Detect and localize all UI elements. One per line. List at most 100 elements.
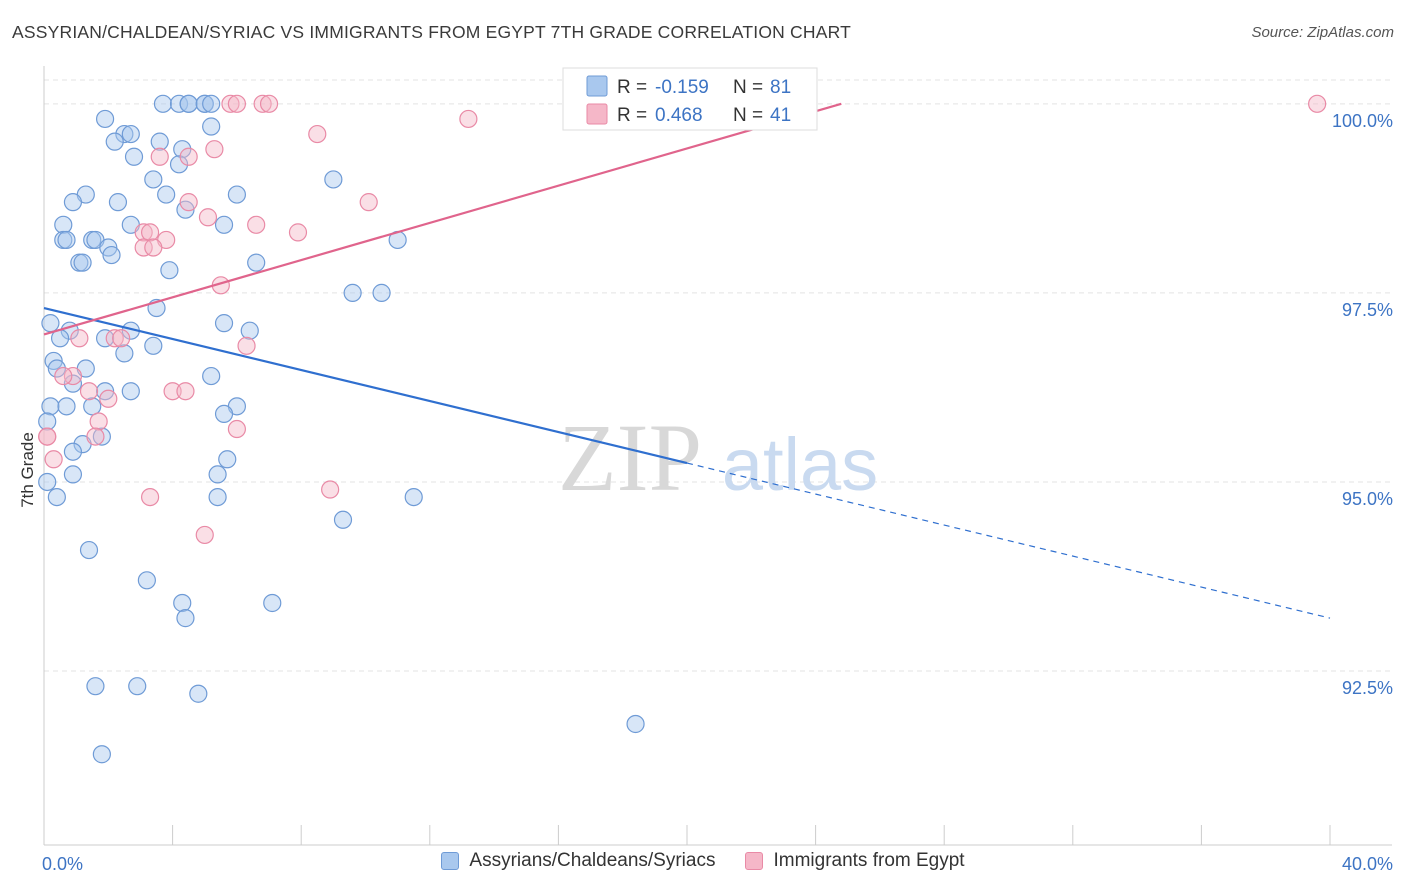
point-assyrians [41,314,60,333]
stats-r-label-pink: R = [617,105,647,126]
point-egypt [99,389,118,408]
point-assyrians [63,193,83,212]
point-egypt [321,480,340,499]
point-assyrians [343,283,362,302]
point-assyrians [63,465,83,484]
point-assyrians [626,714,645,734]
point-egypt [459,109,478,129]
point-egypt [198,208,218,227]
y-tick-label: 95.0% [1342,489,1393,509]
point-egypt [86,427,105,446]
point-assyrians [115,344,134,363]
point-egypt [63,366,83,386]
legend-item-egypt: Immigrants from Egypt [745,850,965,872]
point-egypt [237,336,256,355]
point-assyrians [169,94,189,113]
point-egypt [227,419,246,439]
point-egypt [150,147,169,166]
point-assyrians [263,593,282,613]
point-assyrians [115,124,134,144]
point-assyrians [144,170,163,189]
legend-swatch-pink [745,852,764,870]
point-assyrians [102,245,121,265]
legend-item-assyrians: Assyrians/Chaldeans/Syriacs [441,850,715,872]
trend-line-assyrians-extension [686,462,1331,619]
point-assyrians [63,374,83,393]
trend-layer [43,102,1331,619]
series-legend: Assyrians/Chaldeans/Syriacs Immigrants f… [0,850,1406,872]
watermark-zip: ZIP [558,404,702,511]
watermark: ZIP atlas [558,404,878,511]
point-assyrians [208,465,227,484]
point-assyrians [144,336,163,355]
point-assyrians [247,253,266,272]
point-assyrians [86,677,105,696]
point-assyrians [214,404,234,424]
y-tick-label: 97.5% [1342,300,1393,320]
point-egypt [112,329,131,348]
point-egypt [70,329,89,348]
point-assyrians [128,677,147,696]
point-assyrians [137,571,156,590]
point-egypt [179,193,198,212]
watermark-atlas: atlas [722,423,878,506]
point-egypt [308,124,327,144]
point-egypt [179,147,198,166]
point-assyrians [160,261,179,280]
point-egypt [54,366,73,386]
stats-n-label-pink: N = [733,105,763,126]
point-assyrians [333,510,353,529]
point-assyrians [83,397,102,416]
point-egypt [134,223,153,242]
point-assyrians [218,450,237,469]
point-egypt [195,525,214,545]
x-tick-label: 0.0% [42,854,83,874]
y-axis-label: 7th Grade [18,432,37,508]
point-assyrians [95,109,115,129]
point-egypt [163,382,182,401]
points-layer [38,94,1327,764]
point-assyrians [63,442,83,461]
point-assyrians [202,366,221,386]
axes-layer: 100.0% 97.5% 95.0% 92.5% 0.0% 40.0% [42,66,1393,874]
point-egypt [44,450,63,469]
point-assyrians [195,94,214,113]
point-egypt [140,487,160,507]
legend-label-egypt: Immigrants from Egypt [773,850,965,871]
point-egypt [247,215,266,234]
point-assyrians [121,382,140,401]
point-egypt [288,223,308,242]
point-assyrians [47,487,66,507]
point-assyrians [324,170,343,189]
point-assyrians [153,94,173,113]
point-assyrians [157,185,176,204]
point-assyrians [173,140,192,159]
point-egypt [359,193,378,212]
point-assyrians [214,314,234,333]
point-assyrians [121,124,140,144]
point-assyrians [214,215,234,234]
point-egypt [134,238,153,257]
point-assyrians [57,397,76,416]
point-egypt [38,427,57,446]
point-assyrians [202,117,221,136]
point-egypt [105,329,124,348]
x-tick-label: 40.0% [1342,854,1393,874]
point-assyrians [227,185,246,204]
point-assyrians [240,321,259,340]
legend-swatch-blue [441,852,460,870]
point-assyrians [372,283,391,302]
point-assyrians [38,412,57,431]
y-tick-label: 92.5% [1342,678,1393,698]
point-assyrians [41,397,60,416]
point-egypt [253,94,272,113]
point-egypt [259,94,279,113]
point-assyrians [54,215,73,234]
point-assyrians [73,253,92,272]
point-assyrians [150,132,169,151]
stats-r-value-blue: -0.159 [655,77,709,98]
point-assyrians [202,94,221,113]
point-assyrians [179,94,198,113]
stats-n-value-pink: 41 [770,105,791,126]
point-assyrians [108,193,128,212]
